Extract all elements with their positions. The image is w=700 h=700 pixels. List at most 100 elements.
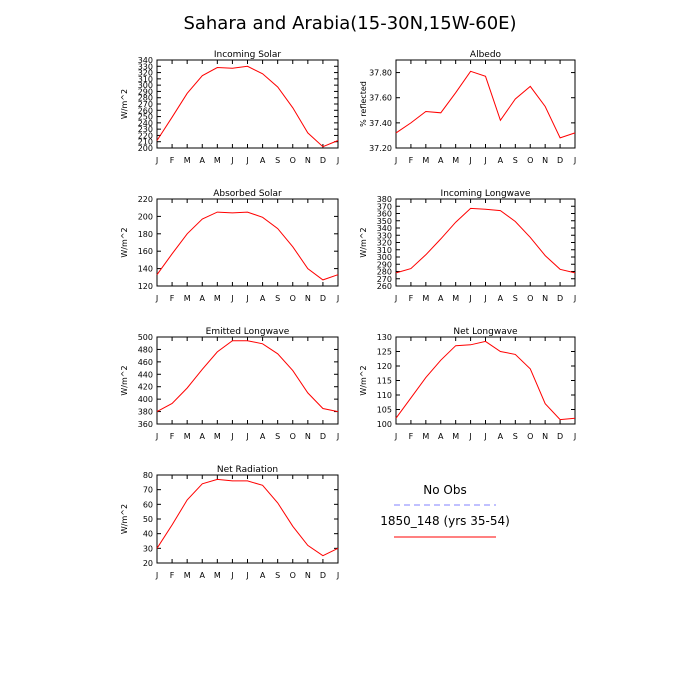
x-tick-label: M	[184, 294, 191, 303]
panel-title: Albedo	[470, 50, 502, 60]
x-tick-label: F	[170, 432, 175, 441]
x-tick-label: M	[452, 156, 459, 165]
series-line	[156, 65, 339, 148]
x-tick-label: O	[290, 432, 296, 441]
x-tick-label: J	[230, 156, 233, 165]
y-tick-label: 140	[138, 265, 153, 274]
y-tick-label: 115	[377, 377, 392, 386]
x-tick-label: O	[527, 432, 533, 441]
x-tick-label: S	[275, 432, 280, 441]
y-tick-label: 240	[138, 119, 153, 128]
y-tick-label: 320	[377, 239, 392, 248]
x-tick-label: J	[468, 156, 471, 165]
x-tick-label: M	[214, 432, 221, 441]
x-tick-label: J	[336, 294, 339, 303]
x-tick-label: J	[394, 432, 397, 441]
x-tick-label: J	[230, 432, 233, 441]
x-tick-label: A	[498, 432, 504, 441]
plot-frame	[156, 336, 339, 425]
panel-title: Absorbed Solar	[213, 189, 282, 199]
y-tick-label: 280	[138, 94, 153, 103]
legend: No Obs 1850_148 (yrs 35-54)	[380, 483, 510, 538]
y-tick-label: 60	[143, 500, 153, 509]
x-tick-label: A	[438, 156, 444, 165]
y-tick-label: 120	[377, 362, 392, 371]
y-tick-label: 230	[138, 125, 153, 134]
x-tick-label: J	[336, 156, 339, 165]
y-tick-label: 330	[377, 231, 392, 240]
x-tick-label: M	[184, 156, 191, 165]
y-tick-label: 220	[138, 195, 153, 204]
y-tick-label: 180	[138, 230, 153, 239]
x-tick-label: F	[170, 156, 175, 165]
x-tick-label: N	[305, 156, 311, 165]
y-tick-label: 380	[138, 408, 153, 417]
y-tick-label: 20	[143, 559, 153, 568]
y-tick-label: 110	[377, 391, 392, 400]
x-tick-label: O	[527, 294, 533, 303]
y-tick-label: 340	[138, 56, 153, 65]
y-tick-label: 270	[377, 275, 392, 284]
x-tick-label: J	[155, 156, 158, 165]
x-tick-label: A	[200, 156, 206, 165]
y-tick-label: 300	[377, 253, 392, 262]
x-tick-label: M	[422, 432, 429, 441]
x-tick-label: A	[200, 294, 206, 303]
plot-frame	[395, 59, 576, 149]
x-tick-label: O	[290, 156, 296, 165]
y-axis-label: W/m^2	[120, 504, 129, 534]
x-tick-label: J	[483, 294, 486, 303]
y-axis-label: W/m^2	[359, 227, 368, 257]
plot-frame	[156, 59, 339, 149]
x-tick-label: J	[230, 571, 233, 580]
x-tick-label: F	[409, 294, 414, 303]
y-tick-label: 37.60	[369, 94, 392, 103]
y-axis-label: W/m^2	[120, 365, 129, 395]
y-tick-label: 120	[138, 282, 153, 291]
x-tick-label: J	[336, 571, 339, 580]
y-tick-label: 370	[377, 202, 392, 211]
y-tick-label: 80	[143, 471, 153, 480]
x-tick-label: J	[336, 432, 339, 441]
y-tick-label: 350	[377, 217, 392, 226]
x-tick-label: J	[245, 432, 248, 441]
x-tick-label: F	[409, 432, 414, 441]
x-tick-label: S	[513, 156, 518, 165]
x-tick-label: F	[170, 571, 175, 580]
y-tick-label: 310	[377, 246, 392, 255]
x-tick-label: D	[320, 294, 326, 303]
x-tick-label: S	[275, 571, 280, 580]
x-tick-label: J	[155, 571, 158, 580]
x-tick-label: N	[305, 294, 311, 303]
x-tick-label: S	[275, 156, 280, 165]
x-tick-label: A	[260, 294, 266, 303]
x-tick-label: J	[245, 156, 248, 165]
panel-title: Emitted Longwave	[206, 327, 290, 337]
y-tick-label: 300	[138, 81, 153, 90]
y-tick-label: 400	[138, 395, 153, 404]
x-tick-label: D	[557, 294, 563, 303]
y-tick-label: 200	[138, 144, 153, 153]
y-tick-label: 50	[143, 515, 153, 524]
y-tick-label: 280	[377, 268, 392, 277]
x-tick-label: J	[155, 432, 158, 441]
y-tick-label: 420	[138, 383, 153, 392]
y-tick-label: 37.80	[369, 69, 392, 78]
x-tick-label: S	[513, 432, 518, 441]
x-tick-label: J	[483, 156, 486, 165]
x-tick-label: J	[230, 294, 233, 303]
series-line	[395, 207, 576, 274]
x-tick-label: M	[422, 294, 429, 303]
y-tick-label: 37.40	[369, 119, 392, 128]
y-tick-label: 480	[138, 345, 153, 354]
x-tick-label: J	[245, 294, 248, 303]
x-tick-label: J	[573, 432, 576, 441]
y-tick-label: 130	[377, 333, 392, 342]
y-tick-label: 100	[377, 420, 392, 429]
x-tick-label: D	[557, 432, 563, 441]
plot-frame	[156, 474, 339, 564]
y-tick-label: 250	[138, 113, 153, 122]
